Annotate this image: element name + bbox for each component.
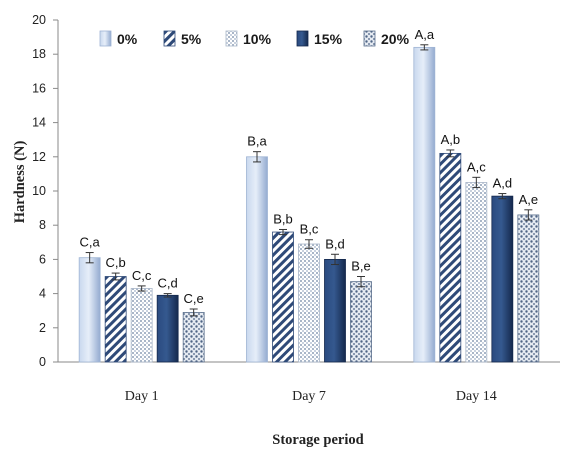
legend-label: 0% [117,31,138,47]
y-tick-label: 6 [39,252,46,266]
bar [413,46,436,363]
y-tick-label: 4 [39,287,46,301]
legend-label: 5% [181,31,202,47]
error-bar [111,272,120,281]
bar [350,281,372,363]
y-axis-title: Hardness (N) [12,141,28,224]
legend-item: 20% [363,30,410,47]
legend-item: 0% [99,30,138,47]
error-bar [472,176,481,189]
error-bar [253,151,261,163]
error-bar [446,149,455,158]
error-bar [498,193,507,200]
legend-label: 10% [243,31,272,47]
bar [517,214,540,363]
bar [246,156,268,363]
bar [298,243,320,363]
bars [78,44,540,363]
error-bar [357,276,365,288]
bar [182,312,205,363]
y-tick-label: 12 [32,150,46,164]
y-tick-label: 0 [39,355,46,369]
data-label: B,b [273,211,293,226]
legend-swatch [363,30,376,47]
bar [439,152,462,363]
bar [130,288,153,363]
data-label: C,a [80,235,101,250]
data-label: A,b [441,132,461,147]
y-tick-label: 14 [32,116,46,130]
x-axis-title: Storage period [272,432,363,448]
legend-swatch [163,30,176,47]
error-bar [420,44,429,51]
legend-item: 15% [296,30,343,47]
error-bar [331,253,339,266]
data-label: B,a [247,134,267,149]
error-bar [137,285,146,292]
error-bar [189,308,198,317]
error-bar [305,239,313,249]
error-bar [163,293,172,298]
legend: 0% 5% 10% 15% 20% [99,30,410,47]
data-label: C,e [184,291,204,306]
data-labels: C,a C,b C,c C,d C,e B,a B,b B,c B,d B,e A,a A,b A,c A… [80,27,539,306]
y-tick-label: 10 [32,184,46,198]
x-category-label: Day 7 [292,389,326,404]
bar [324,258,346,363]
bar [491,195,514,363]
data-label: C,d [158,276,178,291]
legend-swatch [99,30,112,47]
data-label: B,e [351,259,371,274]
bar [465,182,488,363]
legend-swatch [225,30,238,47]
x-category-label: Day 14 [456,389,497,404]
legend-label: 15% [314,31,343,47]
y-tick-label: 20 [32,13,46,27]
error-bar [85,252,94,264]
x-category-label: Day 1 [125,389,159,404]
legend-item: 10% [225,30,272,47]
y-axis-ticks: 0 2 4 6 8 10 12 14 16 18 20 [32,13,58,369]
x-axis-categories: Day 1 Day 7 Day 14 [125,389,497,404]
data-label: A,c [467,159,486,174]
data-label: B,c [300,222,319,237]
data-label: C,b [106,255,126,270]
bar [78,257,101,363]
legend-swatch [296,30,309,47]
error-bar [524,209,533,221]
data-label: A,a [415,27,435,42]
bar [272,231,294,363]
data-label: B,d [325,236,345,251]
legend-label: 20% [381,31,410,47]
legend-item: 5% [163,30,202,47]
data-label: C,c [132,268,152,283]
y-tick-label: 16 [32,81,46,95]
y-tick-label: 2 [39,321,46,335]
y-tick-label: 8 [39,218,46,232]
data-label: A,e [519,192,539,207]
error-bar [279,228,287,236]
y-tick-label: 18 [32,47,46,61]
bar [104,276,127,363]
bar [156,294,179,363]
data-label: A,d [493,176,513,191]
